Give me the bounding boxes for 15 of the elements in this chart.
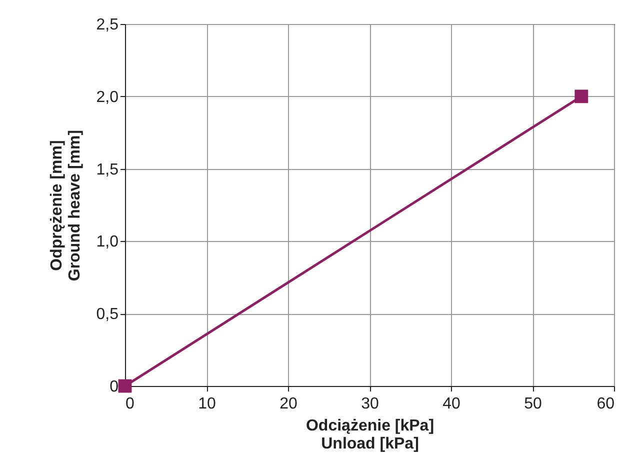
x-tick-label: 50 bbox=[524, 396, 542, 412]
y-tick-label: 0 bbox=[110, 378, 119, 396]
y-tick-label: 0,5 bbox=[96, 306, 119, 324]
y-tick-label: 1,5 bbox=[96, 161, 119, 178]
x-tick-label: 60 bbox=[596, 396, 615, 412]
x-tick-label: 30 bbox=[361, 396, 379, 412]
y-axis-title: Odprężenie [mm] Ground heave [mm] bbox=[48, 130, 84, 282]
y-tick-label: 2,0 bbox=[96, 88, 119, 106]
y-tick-label: 1,0 bbox=[96, 234, 119, 251]
x-axis-title: Odciążenie [kPa] Unload [kPa] bbox=[306, 418, 434, 452]
y-tick-label: 2,5 bbox=[96, 16, 119, 34]
x-tick-label: 20 bbox=[280, 396, 298, 412]
x-tick-label: 10 bbox=[198, 396, 216, 412]
x-tick-label: 0 bbox=[126, 396, 134, 412]
x-tick-label: 40 bbox=[442, 396, 460, 412]
